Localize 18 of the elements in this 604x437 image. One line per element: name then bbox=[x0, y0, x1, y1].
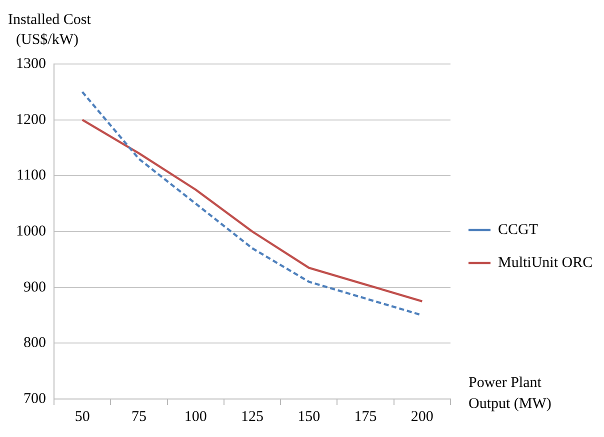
y-tick-label: 800 bbox=[24, 335, 46, 352]
y-tick-label: 1100 bbox=[16, 168, 46, 184]
x-tick-label: 150 bbox=[298, 408, 320, 425]
x-tick-label: 125 bbox=[241, 408, 264, 425]
x-tick-label: 175 bbox=[354, 408, 377, 425]
y-axis-title: Installed Cost (US$/kW) bbox=[8, 12, 92, 48]
x-tick-label: 100 bbox=[184, 408, 207, 425]
y-tick-label: 900 bbox=[24, 279, 46, 296]
x-tick-label: 50 bbox=[74, 408, 90, 425]
x-tick-label: 75 bbox=[131, 408, 146, 425]
x-tick-label: 200 bbox=[410, 408, 434, 425]
y-tick-label: 1000 bbox=[16, 223, 46, 240]
x-axis-title: Power Plant Output (MW) bbox=[468, 375, 552, 412]
y-tick-label: 700 bbox=[24, 390, 46, 407]
legend-label: CCGT bbox=[498, 222, 538, 238]
y-tick-label: 1200 bbox=[16, 112, 46, 128]
legend-label: MultiUnit ORC bbox=[498, 254, 593, 271]
y-tick-label: 1300 bbox=[16, 56, 46, 72]
